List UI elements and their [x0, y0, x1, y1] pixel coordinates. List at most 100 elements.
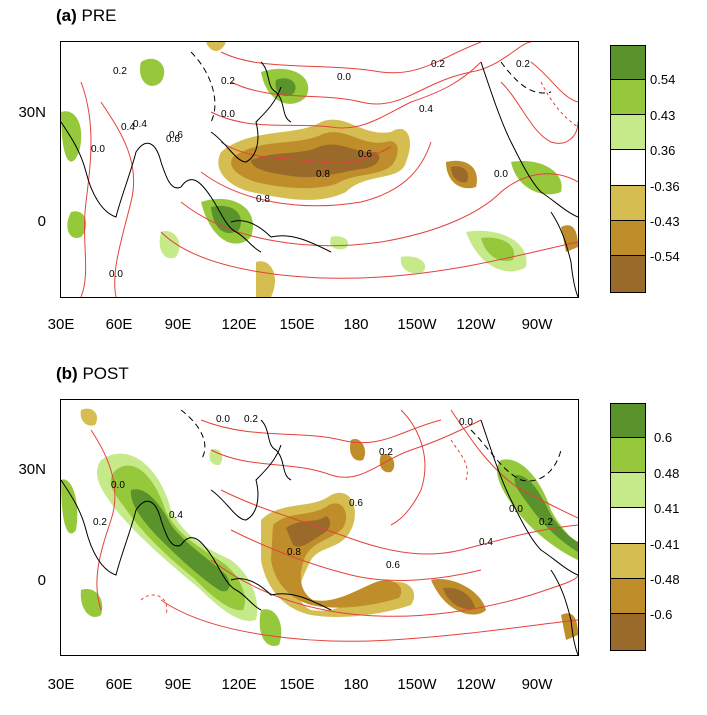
panel-a-coastline [260, 61, 292, 123]
panel-a-contour-dashed [540, 81, 578, 128]
panel-a-green-region [61, 111, 82, 162]
panel-b-contour-line [210, 559, 578, 617]
panel-b-brown-region [80, 408, 98, 426]
panel-a-contour-line [210, 61, 482, 129]
panel-a-colorbar-box [611, 186, 645, 221]
panel-b-colorbar-box [611, 508, 645, 544]
panel-b-xtick: 150W [397, 676, 437, 693]
panel-b-label: (b) [56, 364, 78, 383]
panel-b-ytick-30n: 30N [18, 461, 46, 478]
panel-b-contour-label: 0.4 [169, 510, 183, 521]
panel-a-colorbar [610, 45, 646, 293]
panel-a-contour-label: 0.8 [256, 194, 270, 205]
panel-a-ytick-0: 0 [37, 213, 46, 230]
panel-a-green-region [481, 237, 515, 262]
panel-b-map: 0.0 0.0 0.2 0.4 0.8 0.6 0.6 0.2 0.0 0.4 … [60, 399, 579, 656]
panel-a-contours [80, 42, 578, 297]
panel-b-green-region [259, 609, 282, 646]
panel-b-contour-line [450, 409, 578, 519]
panel-a-contour-label: 0.2 [431, 59, 445, 70]
panel-a-contour-label: 0.4 [419, 104, 433, 115]
panel-a-ytick-30n: 30N [18, 104, 46, 121]
panel-a-contour-label: 0.2 [221, 76, 235, 87]
panel-b-coastline [230, 578, 332, 611]
panel-b-xtick: 180 [343, 676, 369, 693]
panel-b-contour-line [200, 419, 442, 444]
panel-b-green-region [80, 589, 103, 618]
panel-b-contour-label: 0.0 [111, 480, 125, 491]
panel-b-negative-shading [80, 408, 578, 640]
panel-a-colorbar-label: -0.54 [650, 249, 680, 264]
panel-a-contour-line [500, 81, 578, 144]
panel-b-contour-dashed [470, 429, 562, 482]
panel-b-coastline [260, 419, 292, 481]
panel-b-brown-region [349, 439, 366, 461]
panel-a-colorbar-box [611, 256, 645, 292]
panel-b-contour-label: 0.2 [379, 447, 393, 458]
panel-b-ytick-0: 0 [37, 572, 46, 589]
panel-a-contour-label: 0.2 [113, 66, 127, 77]
panel-a-colorbar-label: -0.43 [650, 214, 680, 229]
panel-b-colorbar-label: 0.6 [654, 430, 673, 445]
panel-b-xtick: 30E [47, 676, 75, 693]
panel-b-contour-dashed [140, 594, 168, 616]
panel-b-map-svg: 0.0 0.0 0.2 0.4 0.8 0.6 0.6 0.2 0.0 0.4 … [61, 408, 578, 655]
panel-b-contour-label: 0.0 [459, 417, 473, 428]
panel-a-contour-label: 0.8 [316, 169, 330, 180]
panel-b-green-region [130, 489, 230, 592]
panel-b-colorbar-label: -0.6 [650, 607, 673, 622]
panel-b-coastline [210, 444, 282, 521]
panel-b-colorbar-box [611, 579, 645, 614]
panel-a-xtick: 120W [456, 316, 496, 333]
panel-a-green-region [159, 231, 180, 259]
panel-a-colorbar-label: 0.43 [650, 108, 676, 123]
panel-b-contour-label: 0.2 [244, 414, 258, 425]
panel-a-coastline [230, 220, 332, 253]
panel-a-contour-label: 0.6 [169, 130, 183, 141]
panel-a-green-region [140, 58, 165, 86]
panel-b-contour-line [210, 419, 482, 478]
panel-a-contour-line [180, 173, 578, 247]
panel-b-title: (b) POST [56, 364, 129, 384]
panel-a-green-region [275, 78, 296, 97]
panel-a-contour-label: 0.0 [109, 269, 123, 280]
panel-a-contour-dashed [500, 61, 552, 94]
panel-b-contour-label: 0.0 [216, 414, 230, 425]
panel-b-colorbar-box [611, 404, 645, 438]
panel-b-name: POST [82, 364, 129, 383]
panel-b-contours [90, 409, 578, 642]
panel-a-contour-label: 0.0 [221, 109, 235, 120]
panel-a-contour-label: 0.2 [516, 59, 530, 70]
panel-b-colorbar-box [611, 614, 645, 650]
panel-a-contour-line [100, 101, 135, 297]
panel-b-xtick: 120W [456, 676, 496, 693]
panel-b-contour-dashed [180, 409, 206, 461]
panel-b-colorbar-label: 0.41 [654, 501, 680, 516]
panel-a-positive-shading [61, 58, 562, 274]
panel-b-colorbar-label: 0.48 [654, 466, 680, 481]
panel-a-title: (a) PRE [56, 6, 116, 26]
panel-a-contour-label: 0.0 [494, 169, 508, 180]
panel-a-contour-line [160, 231, 578, 279]
panel-a-xtick: 150W [397, 316, 437, 333]
panel-b-contour-dashed [450, 439, 468, 481]
panel-b-colorbar-label: -0.41 [650, 537, 680, 552]
panel-b-colorbar-label: -0.48 [650, 572, 680, 587]
panel-b-brown-region [561, 613, 578, 640]
panel-a-xtick: 180 [343, 316, 369, 333]
panel-b-colorbar [610, 403, 646, 651]
panel-a-coastline [480, 61, 578, 218]
panel-a-green-region [330, 236, 349, 250]
panel-b-contour-label: 0.6 [349, 498, 363, 509]
panel-b-contour-line [390, 409, 426, 526]
panel-a-contour-line [230, 42, 532, 105]
panel-b-brown-region [443, 587, 475, 610]
panel-a-contour-dashed [190, 51, 216, 123]
panel-a-brown-region [206, 42, 226, 51]
panel-a-colorbar-box [611, 115, 645, 150]
panel-a-contour-line [220, 141, 392, 164]
panel-b-brown-region [286, 516, 331, 547]
panel-a-contour-labels: 0.2 0.0 0.2 0.4 0.6 0.8 0.8 0.6 0.4 0.2 … [91, 59, 530, 280]
panel-b-coastline [550, 569, 578, 655]
panel-a-coastline [210, 86, 282, 163]
